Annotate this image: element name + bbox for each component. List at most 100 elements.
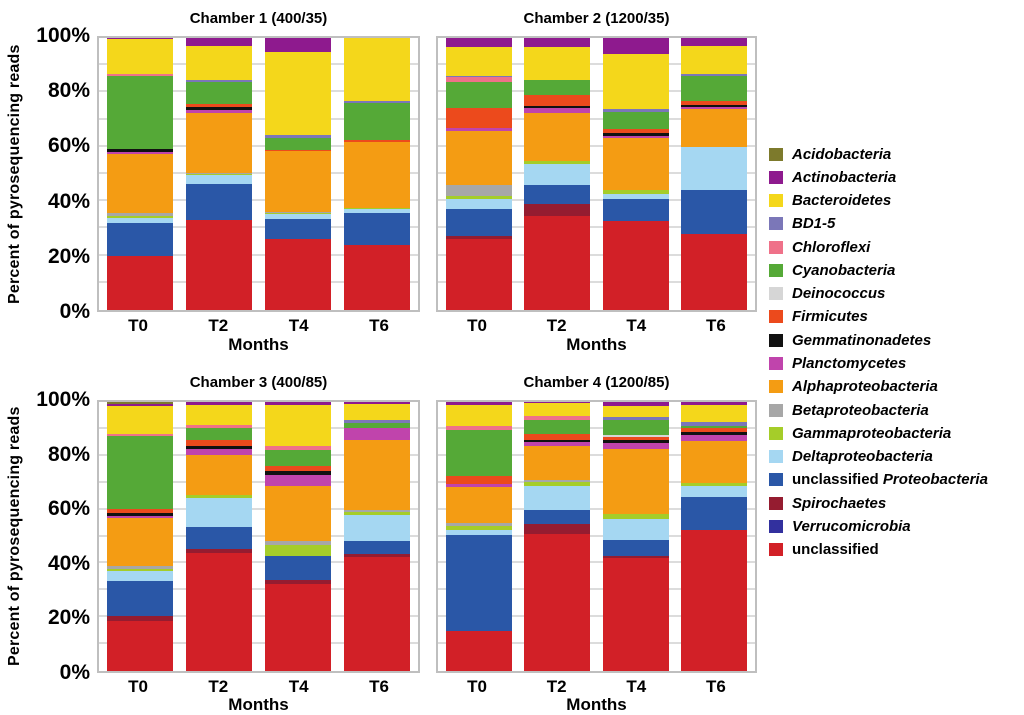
y-tick-label: 100% <box>36 388 90 411</box>
legend-swatch <box>769 333 783 347</box>
bar-segment-bd1-5 <box>602 416 669 421</box>
gridline <box>438 588 755 591</box>
x-tick-label: T6 <box>369 316 389 335</box>
legend-label: Gemmatinonadetes <box>792 331 932 349</box>
bar-segment-deltaproteobacteria <box>344 515 410 541</box>
legend-swatch <box>769 310 783 324</box>
bar-segment-planctomycetes <box>524 107 591 113</box>
legend-item-spirochaetes: Spirochaetes <box>769 495 1019 512</box>
legend-item-acidobacteria: Acidobacteria <box>769 146 1019 163</box>
gridline <box>99 226 418 229</box>
bar-segment-bacteroidetes <box>680 45 747 75</box>
bar-segment-unclassified <box>524 216 591 310</box>
bar-segment-unclassified <box>680 529 747 671</box>
gridline <box>99 561 418 564</box>
bar-segment-gemmatinonadetes <box>602 439 669 443</box>
bar-segment-planctomycetes <box>344 427 410 440</box>
bar-segment-actinobacteria <box>602 38 669 55</box>
bar-segment-bacteroidetes <box>524 403 591 417</box>
gridline <box>438 144 755 147</box>
bar-segment-betaproteobacteria <box>524 479 591 482</box>
chart-title: Chamber 1 (400/35) <box>189 10 328 27</box>
gridline <box>438 199 755 202</box>
gridline <box>438 253 755 256</box>
y-tick-label: 60% <box>47 134 90 158</box>
bar-segment-bd1-5 <box>680 421 747 427</box>
gridline <box>99 453 418 456</box>
y-tick-label: 80% <box>47 442 90 466</box>
bar-segment-unclassified-proteobacteria <box>186 184 252 221</box>
bar-segment-betaproteobacteria <box>344 509 410 512</box>
gridline <box>99 280 418 283</box>
y-axis-title: Percent of pyrosequencing reads <box>6 406 23 667</box>
gridline <box>99 172 418 174</box>
bar-segment-unclassified <box>680 233 747 310</box>
x-axis-title: Months <box>228 335 289 354</box>
bar-segment-gammaproteobacteria <box>524 160 591 164</box>
bar-segment-cyanobacteria <box>446 430 512 477</box>
legend-label: Gammaproteobacteria <box>792 424 952 442</box>
bar-segment-betaproteobacteria <box>107 565 173 569</box>
bar-segment-bd1-5 <box>680 74 747 76</box>
chart-title: Chamber 3 (400/85) <box>189 374 328 391</box>
stacked-bar-T0 <box>446 402 512 671</box>
legend-swatch <box>769 240 783 254</box>
legend-item-actinobacteria: Actinobacteria <box>769 169 1019 186</box>
bar-segment-firmicutes <box>602 436 669 440</box>
x-tick-label: T2 <box>208 677 229 696</box>
legend-swatch <box>769 520 783 533</box>
bar-segment-actinobacteria <box>186 38 252 46</box>
bar-segment-unclassified <box>602 221 669 310</box>
bar-segment-bacteroidetes <box>524 46 591 80</box>
legend-item-bacteroidetes: Bacteroidetes <box>769 192 1019 209</box>
bar-segment-alphaproteobacteria <box>344 439 410 510</box>
bars-container <box>438 402 755 671</box>
x-axis-title: Months <box>566 695 627 714</box>
bar-segment-unclassified-proteobacteria <box>602 540 669 557</box>
y-axis-ticks: 0% 20% 40% 60% 80% 100% <box>28 25 90 322</box>
bar-segment-cyanobacteria <box>680 75 747 102</box>
bar-segment-cyanobacteria <box>265 449 331 466</box>
bar-segment-firmicutes <box>446 476 512 485</box>
y-tick-label: 20% <box>47 244 90 268</box>
gridline <box>99 253 418 256</box>
bar-segment-planctomycetes <box>680 107 747 110</box>
y-axis-ticks: 0% 20% 40% 60% 80% 100% <box>28 389 90 683</box>
bar-segment-bacteroidetes <box>680 404 747 422</box>
bar-segment-acidobacteria <box>107 402 173 404</box>
bar-segment-alphaproteobacteria <box>446 486 512 524</box>
stacked-bar-T4 <box>602 38 669 310</box>
bar-segment-planctomycetes <box>680 434 747 441</box>
stacked-bar-T2 <box>186 38 252 310</box>
legend-swatch <box>769 170 783 184</box>
bar-segment-chloroflexi <box>524 416 591 421</box>
bar-segment-cyanobacteria <box>446 82 512 108</box>
bar-segment-alphaproteobacteria <box>265 485 331 542</box>
bar-segment-gemmatinonadetes <box>186 107 252 110</box>
gridline <box>99 90 418 93</box>
bar-segment-unclassified-proteobacteria <box>344 540 410 554</box>
y-tick-label: 40% <box>47 189 90 213</box>
bar-segment-actinobacteria <box>107 403 173 406</box>
legend-label: unclassified Proteobacteria <box>792 471 988 489</box>
bar-segment-unclassified <box>602 558 669 671</box>
bar-segment-unclassified-proteobacteria <box>524 509 591 524</box>
bar-segment-deltaproteobacteria <box>107 217 173 223</box>
legend-swatch <box>769 403 783 417</box>
bar-segment-bacteroidetes <box>186 45 252 80</box>
legend-swatch <box>769 194 783 208</box>
bar-segment-unclassified <box>265 583 331 671</box>
bar-segment-bacteroidetes <box>186 405 252 425</box>
plot-area <box>97 400 420 673</box>
legend-swatch <box>769 450 783 464</box>
bar-segment-unclassified-proteobacteria <box>265 555 331 580</box>
legend-item-chloroflexi: Chloroflexi <box>769 239 1019 256</box>
gridline <box>99 615 418 618</box>
bar-segment-spirochaetes <box>186 549 252 553</box>
bar-segment-cyanobacteria <box>107 75 173 150</box>
bar-segment-gammaproteobacteria <box>107 568 173 571</box>
stacked-bar-T0 <box>107 402 173 671</box>
gridline <box>99 642 418 645</box>
legend-swatch <box>769 426 783 440</box>
